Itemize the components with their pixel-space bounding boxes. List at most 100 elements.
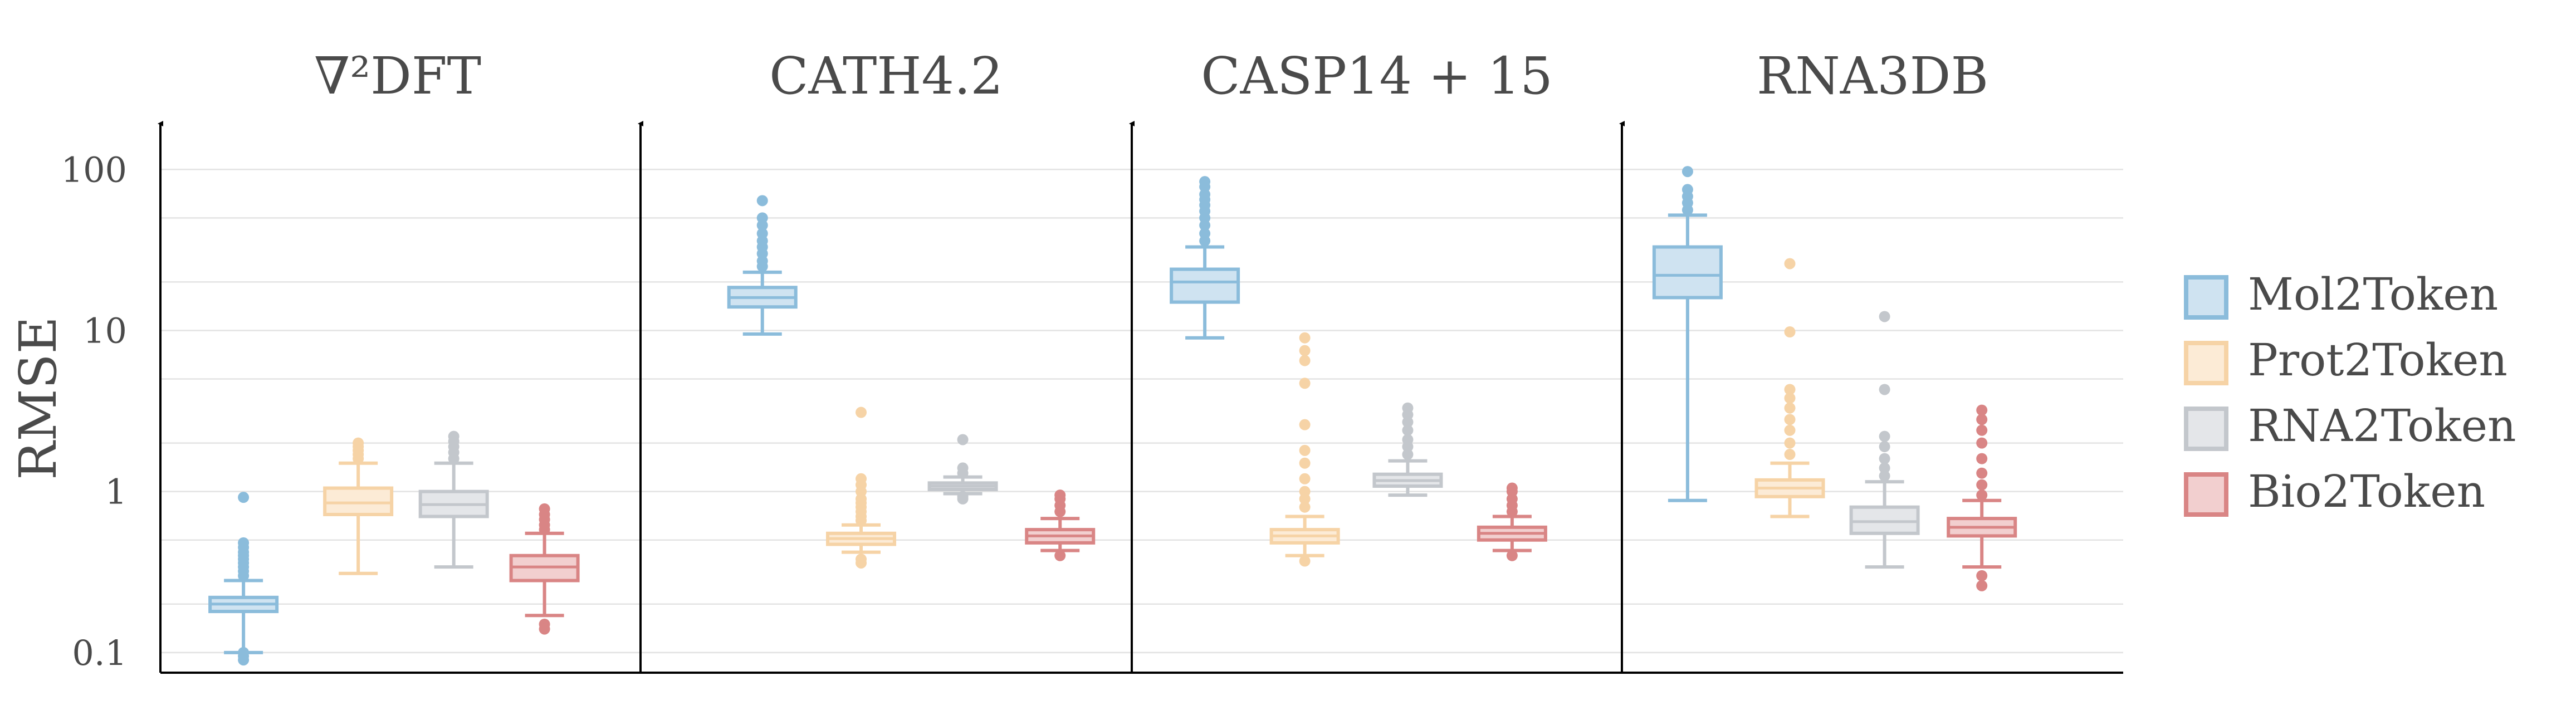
- outlier-point: [238, 647, 250, 658]
- outlier-point: [856, 473, 867, 484]
- outlier-point: [1402, 449, 1414, 461]
- outlier-point: [1879, 462, 1890, 474]
- outlier-point: [1976, 467, 1988, 479]
- outlier-point: [1879, 453, 1890, 464]
- outlier-point: [1784, 384, 1796, 395]
- outlier-point: [1976, 453, 1988, 464]
- outlier-point: [1054, 550, 1066, 561]
- box-mol2token-4: [1652, 166, 1723, 502]
- y-tick-label: 0.1: [72, 633, 127, 673]
- outlier-point: [1879, 441, 1890, 453]
- outlier-point: [1299, 355, 1311, 366]
- box-bio2token-2: [1025, 489, 1096, 561]
- outlier-point: [957, 493, 969, 505]
- labels: 0.1 1 10 100 RMSE ∇²DFT CATH4.2 CASP14 + 15 RNA3…: [8, 46, 1988, 673]
- outlier-point: [1784, 424, 1796, 436]
- outlier-point: [1299, 419, 1311, 430]
- outlier-point: [1976, 437, 1988, 449]
- iqr-box: [1849, 505, 1920, 535]
- outlier-point: [539, 623, 550, 635]
- box-mol2token-1: [208, 492, 279, 666]
- legend-swatch: [2184, 407, 2228, 451]
- outlier-point: [1976, 404, 1988, 416]
- y-tick-label: 10: [83, 310, 127, 351]
- box-mol2token-2: [727, 195, 798, 336]
- boxes: [208, 166, 2017, 666]
- outlier-point: [539, 503, 550, 515]
- outlier-point: [856, 407, 867, 418]
- iqr-box: [323, 486, 394, 516]
- outlier-point: [1879, 384, 1890, 395]
- legend-swatch: [2184, 341, 2228, 385]
- outlier-point: [1976, 424, 1988, 436]
- outlier-point: [1682, 166, 1693, 178]
- panel-title: CASP14 + 15: [1201, 46, 1552, 106]
- outlier-point: [1784, 392, 1796, 404]
- outlier-point: [1506, 550, 1518, 561]
- legend-item-bio2token: Bio2Token: [2184, 466, 2485, 517]
- outlier-point: [1976, 414, 1988, 425]
- outlier-point: [1299, 345, 1311, 356]
- outlier-point: [1402, 424, 1414, 436]
- outlier-point: [1976, 489, 1988, 501]
- y-tick-label: 1: [105, 472, 127, 512]
- iqr-box: [1652, 245, 1723, 300]
- legend-label: Mol2Token: [2248, 268, 2498, 320]
- outlier-point: [1299, 332, 1311, 344]
- legend: Mol2Token Prot2Token RNA2Token Bio2Token: [2184, 268, 2516, 517]
- outlier-point: [238, 537, 250, 549]
- outlier-point: [1784, 402, 1796, 414]
- outlier-point: [1784, 414, 1796, 425]
- outlier-point: [1299, 555, 1311, 567]
- outlier-point: [1299, 378, 1311, 389]
- outlier-point: [856, 557, 867, 569]
- panel-title: RNA3DB: [1757, 46, 1988, 106]
- box-bio2token-3: [1477, 482, 1547, 561]
- legend-label: RNA2Token: [2248, 400, 2516, 452]
- panel-title: ∇²DFT: [314, 46, 481, 106]
- outlier-point: [756, 195, 768, 207]
- outlier-point: [1784, 449, 1796, 461]
- outlier-point: [353, 437, 364, 449]
- legend-label: Prot2Token: [2248, 334, 2507, 386]
- panel-title: CATH4.2: [769, 46, 1003, 106]
- iqr-box: [1170, 267, 1240, 304]
- box-prot2token-4: [1754, 258, 1825, 518]
- outlier-point: [1784, 258, 1796, 270]
- outlier-point: [448, 430, 460, 442]
- box-mol2token-3: [1170, 176, 1240, 340]
- legend-swatch: [2184, 275, 2228, 320]
- y-axis-label: RMSE: [8, 316, 68, 480]
- outlier-point: [1199, 228, 1211, 239]
- legend-item-rna2token: RNA2Token: [2184, 400, 2516, 452]
- outlier-point: [756, 228, 768, 239]
- outlier-point: [1054, 489, 1066, 501]
- legend-label: Bio2Token: [2248, 466, 2485, 517]
- outlier-point: [1879, 470, 1890, 482]
- outlier-point: [957, 434, 969, 445]
- outlier-point: [1976, 570, 1988, 581]
- outlier-point: [1682, 184, 1693, 195]
- outlier-point: [1402, 434, 1414, 445]
- legend-item-mol2token: Mol2Token: [2184, 268, 2498, 320]
- outlier-point: [1299, 444, 1311, 456]
- box-bio2token-4: [1947, 404, 2017, 591]
- outlier-point: [1784, 437, 1796, 449]
- box-prot2token-3: [1269, 332, 1340, 567]
- outlier-point: [238, 492, 250, 503]
- outlier-point: [1879, 311, 1890, 322]
- box-rna2token-4: [1849, 311, 1920, 569]
- y-tick-label: 100: [61, 149, 127, 190]
- outlier-point: [957, 462, 969, 474]
- outlier-point: [1402, 402, 1414, 414]
- axes: [158, 121, 2123, 674]
- outlier-point: [1976, 580, 1988, 591]
- outlier-point: [1879, 430, 1890, 442]
- outlier-point: [1506, 482, 1518, 494]
- outlier-point: [1299, 486, 1311, 497]
- box-prot2token-2: [826, 407, 897, 569]
- box-bio2token-1: [509, 503, 580, 635]
- outlier-point: [756, 212, 768, 224]
- outlier-point: [1299, 473, 1311, 484]
